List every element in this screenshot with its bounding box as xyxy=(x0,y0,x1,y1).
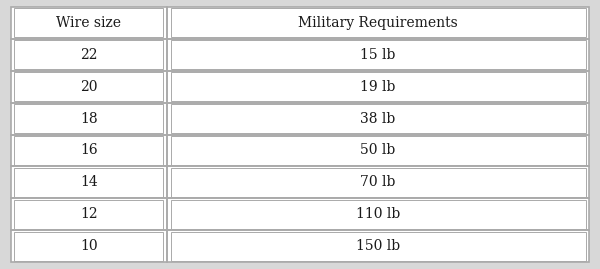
Bar xyxy=(167,102,589,134)
Bar xyxy=(11,102,167,134)
Text: 22: 22 xyxy=(80,48,98,62)
Text: Military Requirements: Military Requirements xyxy=(298,16,458,30)
Bar xyxy=(170,40,586,69)
Bar xyxy=(170,168,586,197)
Text: 10: 10 xyxy=(80,239,98,253)
Bar xyxy=(170,136,586,165)
Text: 70 lb: 70 lb xyxy=(361,175,396,189)
Bar xyxy=(11,134,167,167)
Bar xyxy=(167,199,589,230)
Bar xyxy=(167,7,589,39)
Bar xyxy=(11,134,167,167)
Text: 110 lb: 110 lb xyxy=(356,207,400,221)
Text: Wire size: Wire size xyxy=(56,16,121,30)
Text: 14: 14 xyxy=(80,175,98,189)
Bar xyxy=(167,167,589,199)
Bar xyxy=(14,104,163,133)
Bar xyxy=(14,200,163,229)
Bar xyxy=(170,72,586,101)
Bar xyxy=(11,230,167,262)
Bar xyxy=(167,39,589,70)
Text: 38 lb: 38 lb xyxy=(361,112,396,126)
Bar xyxy=(14,136,163,165)
Bar xyxy=(167,39,589,70)
Text: 19 lb: 19 lb xyxy=(361,80,396,94)
Text: 50 lb: 50 lb xyxy=(361,143,396,157)
Bar xyxy=(11,167,167,199)
Bar xyxy=(170,104,586,133)
Bar xyxy=(11,71,167,102)
Bar xyxy=(11,39,167,70)
Bar xyxy=(170,232,586,261)
Bar xyxy=(170,200,586,229)
Text: 18: 18 xyxy=(80,112,98,126)
Bar xyxy=(167,134,589,167)
Text: 12: 12 xyxy=(80,207,98,221)
Text: 20: 20 xyxy=(80,80,98,94)
Bar xyxy=(11,167,167,199)
Bar xyxy=(11,230,167,262)
Bar xyxy=(167,134,589,167)
Bar xyxy=(11,71,167,102)
Bar xyxy=(14,232,163,261)
Bar xyxy=(167,167,589,199)
Bar xyxy=(14,8,163,37)
Bar xyxy=(167,7,589,39)
Text: 150 lb: 150 lb xyxy=(356,239,400,253)
Bar xyxy=(167,230,589,262)
Bar xyxy=(167,230,589,262)
Bar xyxy=(167,199,589,230)
Bar xyxy=(170,8,586,37)
Bar xyxy=(11,199,167,230)
Bar xyxy=(11,39,167,70)
Bar xyxy=(14,168,163,197)
Text: 15 lb: 15 lb xyxy=(361,48,396,62)
Bar xyxy=(11,199,167,230)
Text: 16: 16 xyxy=(80,143,98,157)
Bar xyxy=(167,71,589,102)
Bar xyxy=(167,71,589,102)
Bar xyxy=(11,102,167,134)
Bar xyxy=(11,7,167,39)
Bar xyxy=(167,102,589,134)
Bar xyxy=(11,7,167,39)
Bar xyxy=(14,72,163,101)
Bar xyxy=(14,40,163,69)
